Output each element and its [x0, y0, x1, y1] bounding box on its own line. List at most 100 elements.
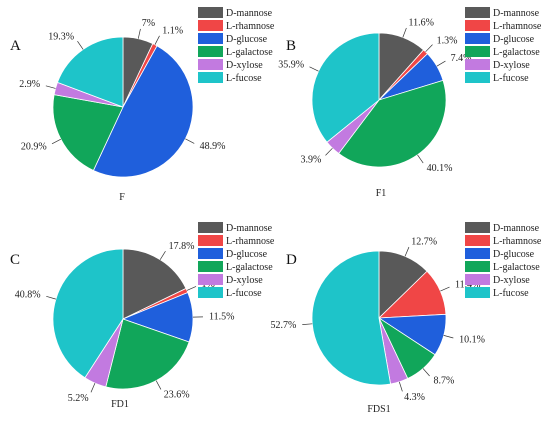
- legend-label: L-rhamnose: [226, 236, 275, 247]
- legend-label: L-fucose: [493, 288, 529, 299]
- slice-l-fucose: [52, 248, 124, 379]
- leader-line: [51, 138, 62, 145]
- legend-swatch: [465, 46, 490, 57]
- legend-swatch: [198, 235, 223, 246]
- slice-d-mannose: [122, 248, 187, 320]
- legend-swatch: [465, 274, 490, 285]
- legend-label: D-xylose: [226, 60, 263, 71]
- slice-l-fucose: [311, 250, 391, 386]
- legend-swatch: [198, 33, 223, 44]
- legend-label: L-galactose: [226, 47, 273, 58]
- legend-label: D-mannose: [493, 8, 540, 19]
- data-label: 11.4%: [455, 280, 480, 291]
- legend-swatch: [198, 274, 223, 285]
- panel-letter: A: [10, 38, 21, 54]
- legend-swatch: [198, 46, 223, 57]
- legend-label: D-glucose: [226, 34, 268, 45]
- data-label: 23.6%: [164, 390, 190, 401]
- slice-l-galactose: [338, 79, 447, 168]
- legend-label: D-xylose: [493, 275, 530, 286]
- legend: D-mannose L-rhamnose D-glucose L-galactose D…: [465, 7, 542, 84]
- leader-line: [404, 246, 410, 257]
- data-label: 35.9%: [278, 59, 304, 70]
- leader-line: [440, 286, 450, 292]
- leader-line: [302, 323, 313, 325]
- legend: D-mannose L-rhamnose D-glucose L-galactose D…: [198, 7, 275, 84]
- legend-label: D-xylose: [493, 60, 530, 71]
- leader-line: [425, 44, 433, 53]
- legend-swatch: [198, 222, 223, 233]
- slice-l-fucose: [311, 32, 380, 143]
- leader-line: [417, 154, 424, 164]
- legend-swatch: [198, 59, 223, 70]
- data-label: 12.7%: [411, 237, 437, 248]
- panel-caption: FD1: [111, 399, 129, 410]
- data-label: 40.1%: [427, 163, 453, 174]
- legend-label: L-galactose: [493, 47, 540, 58]
- pie-chart-c: 17.8%1%11.5%23.6%5.2%40.8%CFD1D-mannoseL…: [10, 222, 275, 410]
- legend-swatch: [465, 235, 490, 246]
- data-label: 19.3%: [48, 31, 74, 42]
- legend-swatch: [198, 20, 223, 31]
- data-label: 7%: [142, 18, 155, 29]
- legend-label: D-mannose: [493, 223, 540, 234]
- legend-label: L-rhamnose: [493, 21, 542, 32]
- data-label: 20.9%: [21, 142, 47, 153]
- panel-caption: FDS1: [367, 404, 390, 415]
- leader-line: [77, 41, 84, 50]
- leader-line: [436, 60, 446, 67]
- leader-line: [325, 147, 333, 156]
- leader-line: [309, 66, 319, 72]
- data-label: 48.9%: [200, 141, 226, 152]
- legend-swatch: [198, 72, 223, 83]
- legend-swatch: [465, 7, 490, 18]
- leader-line: [90, 383, 96, 393]
- legend-swatch: [465, 59, 490, 70]
- legend-label: D-mannose: [226, 8, 273, 19]
- leader-line: [137, 28, 141, 39]
- legend-label: D-glucose: [493, 249, 535, 260]
- legend-swatch: [198, 287, 223, 298]
- data-label: 52.7%: [270, 320, 296, 331]
- leader-line: [45, 85, 56, 89]
- leader-line: [443, 335, 454, 339]
- leader-line: [402, 27, 407, 38]
- legend-swatch: [465, 248, 490, 259]
- slice-l-fucose: [56, 36, 124, 108]
- leader-line: [155, 380, 162, 390]
- legend-label: D-glucose: [493, 34, 535, 45]
- pie-chart-b: 11.6%1.3% 7.4% 40.1% 3.9% 35.9% B F1 D-mannose L…: [278, 7, 542, 199]
- leader-line: [159, 251, 166, 260]
- legend-swatch: [198, 7, 223, 18]
- leader-line: [398, 381, 403, 392]
- legend-label: L-fucose: [226, 288, 262, 299]
- leader-line: [185, 138, 195, 144]
- leader-line: [422, 368, 430, 377]
- legend-label: D-glucose: [226, 249, 268, 260]
- legend-label: L-fucose: [226, 73, 262, 84]
- legend-swatch: [465, 33, 490, 44]
- legend-swatch: [465, 72, 490, 83]
- legend-swatch: [465, 261, 490, 272]
- legend-label: L-fucose: [493, 73, 529, 84]
- data-label: 10.1%: [459, 335, 485, 346]
- legend-swatch: [465, 20, 490, 31]
- slice-d-glucose: [92, 45, 194, 178]
- panel-letter: B: [286, 38, 296, 54]
- data-label: 1.1%: [162, 25, 183, 36]
- data-label: 11.5%: [209, 312, 234, 323]
- legend-label: D-mannose: [226, 223, 273, 234]
- legend-swatch: [198, 248, 223, 259]
- data-label: 1.3%: [437, 35, 458, 46]
- panel-caption: F: [119, 192, 125, 203]
- data-label: 3.9%: [300, 155, 321, 166]
- leader-line: [154, 35, 160, 45]
- legend-swatch: [465, 222, 490, 233]
- pie-chart-a: 7% 1.1% 48.9% 20.9% 2.9% 19.3% A F D-mannose L-rh…: [10, 7, 275, 203]
- legend-label: D-xylose: [226, 275, 263, 286]
- legend: D-mannose L-rhamnose D-glucose L-galactose D…: [198, 222, 275, 299]
- leader-line: [186, 286, 197, 291]
- panel-caption: F1: [376, 188, 387, 199]
- panel-letter: C: [10, 252, 20, 268]
